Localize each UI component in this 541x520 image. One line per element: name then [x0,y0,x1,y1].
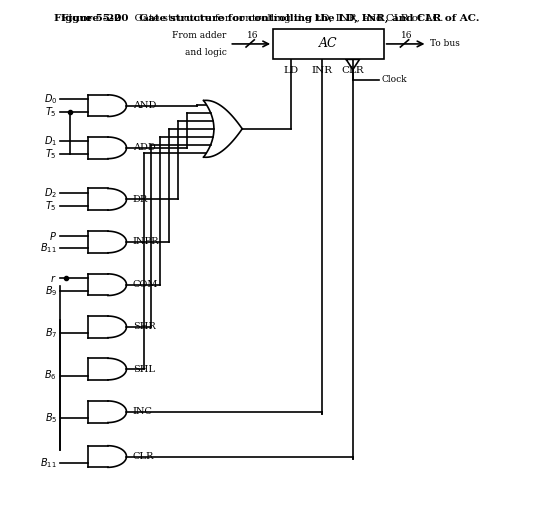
Text: $B_6$: $B_6$ [44,369,57,382]
Text: ADD: ADD [133,144,155,152]
Text: $D_0$: $D_0$ [44,92,57,106]
Text: $B_{11}$: $B_{11}$ [41,242,57,255]
Text: Figure 5-20: Figure 5-20 [55,14,122,23]
Text: $D_2$: $D_2$ [44,186,57,200]
Text: LD: LD [283,66,299,74]
Text: Figure 5-20   Gate structure for controlling the LD, INR, and CLR of AC.: Figure 5-20 Gate structure for controlli… [61,14,480,23]
Text: $B_{11}$: $B_{11}$ [41,456,57,470]
Text: Clock: Clock [381,75,407,84]
Text: CLR: CLR [341,66,364,74]
Text: SHL: SHL [133,365,155,373]
Text: From adder: From adder [173,31,227,40]
Text: $r$: $r$ [50,272,57,284]
Text: $D_1$: $D_1$ [44,135,57,148]
Text: Gate structure for controlling the LD, INR, and CLR of AC.: Gate structure for controlling the LD, I… [128,14,444,23]
Text: $P$: $P$ [49,229,57,241]
Text: $B_9$: $B_9$ [44,284,57,298]
Bar [273,29,384,59]
Text: INPR: INPR [133,238,159,246]
Text: AC: AC [319,37,338,50]
Text: SHR: SHR [133,322,155,331]
Text: DR: DR [133,195,148,204]
Text: AND: AND [133,101,156,110]
Text: COM: COM [133,280,158,289]
Text: $T_5$: $T_5$ [45,148,57,161]
Text: $T_5$: $T_5$ [45,105,57,119]
Text: $B_7$: $B_7$ [44,327,57,340]
Text: INC: INC [133,407,153,417]
Text: and logic: and logic [185,48,227,57]
Text: 16: 16 [401,31,412,40]
Text: $T_5$: $T_5$ [45,199,57,213]
Text: To bus: To bus [431,40,460,48]
Text: 16: 16 [247,31,259,40]
Text: INR: INR [312,66,332,74]
Text: $B_5$: $B_5$ [44,411,57,425]
Text: CLR: CLR [133,452,154,461]
